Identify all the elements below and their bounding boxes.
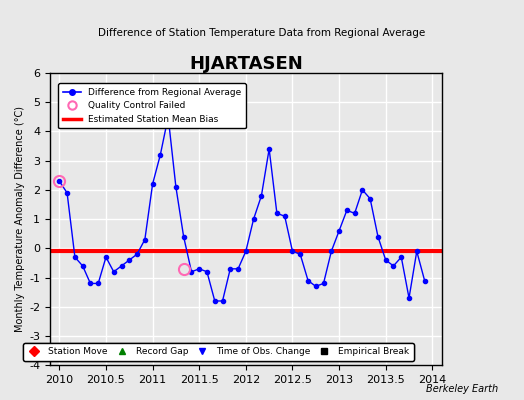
Title: HJARTASEN: HJARTASEN: [189, 55, 303, 73]
Text: Berkeley Earth: Berkeley Earth: [425, 384, 498, 394]
Text: Difference of Station Temperature Data from Regional Average: Difference of Station Temperature Data f…: [99, 28, 425, 38]
Legend: Station Move, Record Gap, Time of Obs. Change, Empirical Break: Station Move, Record Gap, Time of Obs. C…: [23, 343, 414, 361]
Y-axis label: Monthly Temperature Anomaly Difference (°C): Monthly Temperature Anomaly Difference (…: [15, 106, 25, 332]
